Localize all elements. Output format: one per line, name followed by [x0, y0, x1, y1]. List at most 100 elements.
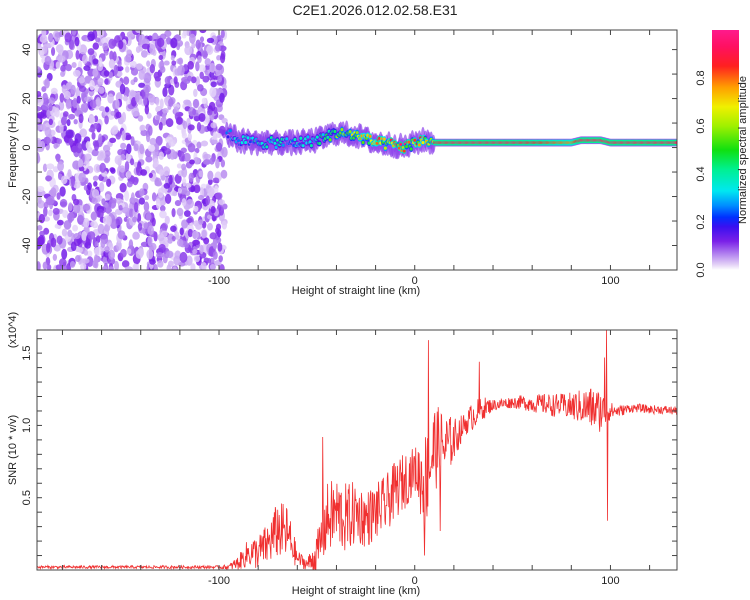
x-tick-label: 0	[412, 575, 418, 587]
noise-blob	[203, 153, 211, 160]
noise-blob	[133, 76, 138, 83]
noise-blob	[119, 165, 125, 173]
noise-blob	[174, 199, 182, 207]
x-axis-label: Height of straight line (km)	[292, 285, 420, 297]
noise-blob	[44, 55, 52, 65]
noise-blob	[73, 237, 81, 247]
noise-blob	[118, 39, 124, 50]
x-tick-label: -100	[208, 575, 230, 587]
noise-blob	[55, 264, 63, 270]
noise-blob	[59, 186, 66, 197]
noise-blob	[42, 261, 48, 270]
noise-blob	[89, 99, 98, 109]
noise-blob	[158, 169, 164, 176]
noise-blob	[81, 258, 90, 264]
noise-blob	[145, 155, 153, 163]
noise-blob	[151, 217, 156, 227]
noise-blob	[120, 248, 127, 258]
noise-blob	[61, 84, 67, 94]
noise-blob	[198, 64, 206, 72]
y-scale-label: (x10^4)	[7, 312, 19, 348]
noise-blob	[201, 97, 207, 105]
noise-blob	[185, 255, 193, 266]
noise-blob	[197, 194, 205, 201]
noise-blob	[173, 255, 181, 266]
x-axis-label: Height of straight line (km)	[292, 585, 420, 597]
noise-blob	[43, 206, 48, 217]
noise-blob	[104, 246, 110, 253]
noise-blob	[103, 224, 111, 232]
noise-blob	[52, 166, 59, 173]
noise-blob	[184, 242, 189, 249]
ridge-core	[328, 138, 332, 142]
noise-blob	[43, 136, 51, 145]
noise-blob	[187, 124, 195, 131]
noise-blob	[176, 238, 184, 247]
noise-blob	[61, 228, 68, 237]
ridge-core	[226, 135, 230, 139]
noise-blob	[204, 64, 211, 70]
noise-blob	[163, 182, 171, 189]
noise-blob	[164, 193, 172, 205]
noise-blob	[99, 181, 105, 193]
noise-blob	[170, 225, 177, 232]
ridge-core	[399, 142, 403, 146]
ridge-core	[355, 131, 359, 135]
noise-blob	[207, 170, 214, 181]
noise-blob	[83, 249, 89, 256]
ridge-core	[301, 144, 305, 148]
noise-blob	[67, 212, 75, 222]
noise-blob	[69, 261, 76, 268]
noise-blob	[102, 42, 109, 51]
noise-blob	[182, 177, 187, 187]
noise-blob	[79, 44, 88, 55]
colorbar-tick-label: 0.6	[695, 118, 707, 133]
y-tick-label: 20	[21, 92, 33, 104]
noise-blob	[130, 68, 139, 76]
snr-series-line	[37, 330, 677, 570]
noise-blob	[132, 176, 139, 186]
noise-blob	[193, 220, 200, 227]
noise-blob	[78, 172, 86, 183]
noise-blob	[97, 133, 103, 144]
noise-blob	[189, 221, 194, 231]
colorbar-label: Normalized spectral amplitude	[737, 76, 749, 224]
noise-blob	[156, 37, 165, 48]
noise-blob	[110, 110, 115, 116]
noise-blob	[161, 222, 168, 231]
noise-blob	[87, 182, 92, 191]
noise-blob	[187, 75, 193, 82]
noise-blob	[162, 253, 168, 264]
noise-blob	[143, 222, 149, 230]
noise-blob	[181, 198, 187, 207]
noise-blob	[51, 47, 56, 56]
noise-blob	[136, 63, 143, 70]
noise-blob	[209, 257, 215, 265]
noise-blob	[73, 232, 81, 240]
noise-blob	[139, 188, 145, 197]
noise-blob	[153, 143, 160, 153]
ridge-core	[299, 136, 303, 140]
noise-blob	[108, 38, 116, 50]
noise-blob	[68, 113, 76, 120]
noise-blob	[45, 242, 51, 253]
noise-blob	[176, 66, 182, 76]
noise-blob	[101, 198, 106, 206]
noise-blob	[137, 115, 144, 122]
noise-blob	[92, 175, 99, 181]
noise-blob	[163, 60, 170, 66]
noise-blob	[115, 216, 123, 226]
noise-blob	[181, 163, 187, 171]
noise-blob	[87, 231, 96, 240]
noise-blob	[46, 163, 55, 170]
snr-ticks: -100 0 100 0.5 1.0 1.5	[21, 330, 677, 587]
noise-blob	[164, 148, 172, 155]
noise-blob	[193, 98, 200, 109]
noise-blob	[56, 235, 63, 245]
noise-blob	[213, 185, 219, 194]
noise-blob	[206, 222, 213, 231]
noise-blob	[72, 97, 78, 109]
noise-blob	[176, 163, 182, 169]
noise-blob	[207, 187, 215, 197]
noise-blob	[91, 149, 99, 157]
